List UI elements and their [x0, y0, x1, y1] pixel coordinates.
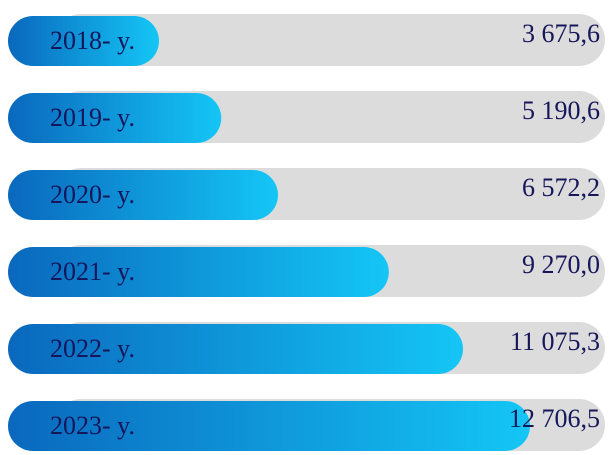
category-label: 2019- y.: [50, 103, 135, 132]
value-label: 11 075,3: [510, 327, 600, 356]
value-label: 5 190,6: [522, 96, 600, 125]
bar: [8, 93, 222, 143]
bar: [8, 170, 278, 220]
value-label: 6 572,2: [522, 173, 600, 202]
value-label: 12 706,5: [509, 404, 600, 433]
category-label: 2020- y.: [50, 180, 135, 209]
bar-track: [55, 14, 605, 66]
category-label: 2023- y.: [50, 411, 135, 440]
value-label: 3 675,6: [522, 19, 600, 48]
category-label: 2018- y.: [50, 26, 135, 55]
category-label: 2021- y.: [50, 257, 135, 286]
value-label: 9 270,0: [522, 250, 600, 279]
bar: [8, 324, 463, 374]
bar: [8, 401, 530, 451]
bar: [8, 247, 389, 297]
category-label: 2022- y.: [50, 334, 135, 363]
bar: [8, 16, 159, 66]
